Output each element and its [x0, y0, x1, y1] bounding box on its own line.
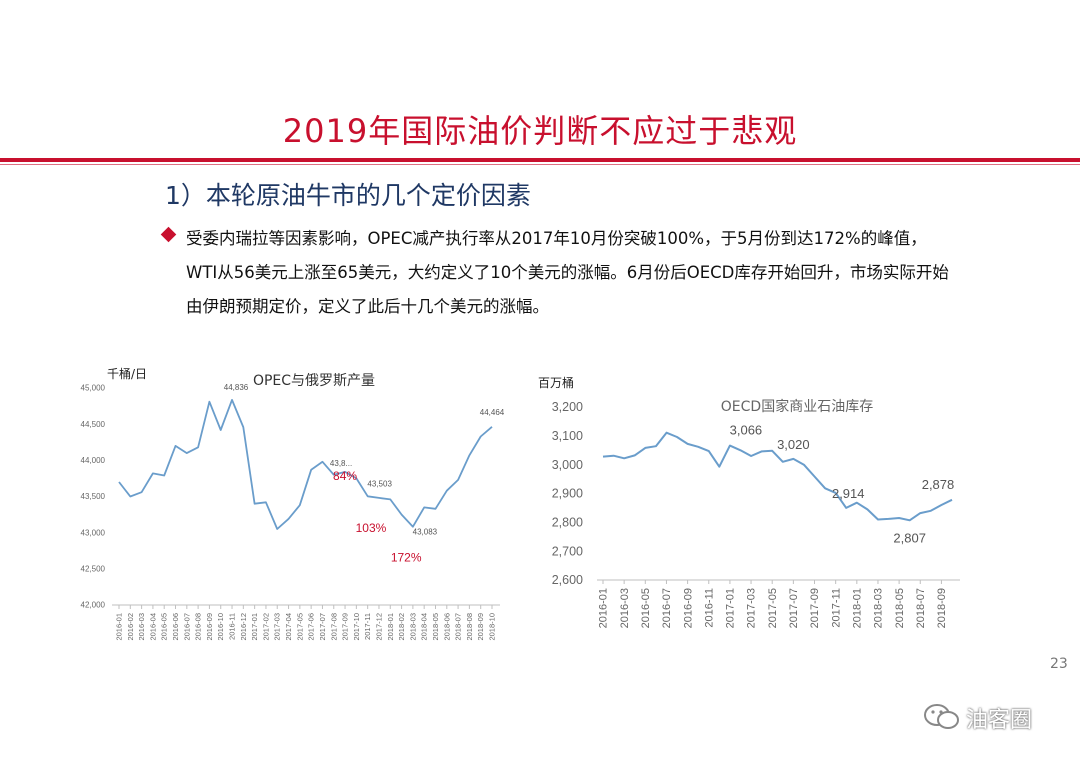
data-label: 43,083 [413, 528, 438, 537]
x-tick-label: 2018-01 [851, 588, 863, 628]
x-tick-label: 2018-09 [936, 588, 948, 628]
series-line [602, 431, 953, 522]
x-tick-label: 2016-01 [598, 588, 610, 628]
x-tick-label: 2017-10 [352, 613, 361, 641]
y-tick-label: 43,000 [81, 528, 106, 537]
title-underline-thin [0, 164, 1080, 165]
x-tick-label: 2017-03 [273, 613, 282, 641]
x-tick-label: 2018-03 [408, 613, 417, 641]
y-tick-label: 3,200 [552, 400, 583, 414]
x-tick-label: 2018-07 [454, 613, 463, 641]
x-tick-label: 2016-09 [682, 588, 694, 628]
chart-title: OPEC与俄罗斯产量 [253, 373, 375, 389]
data-label: 2,878 [922, 477, 955, 492]
x-tick-label: 2018-05 [894, 588, 906, 628]
x-tick-label: 2017-12 [374, 613, 383, 641]
x-tick-label: 2017-07 [788, 588, 800, 628]
x-tick-label: 2018-03 [873, 588, 885, 628]
data-label: 3,020 [777, 437, 810, 452]
x-tick-label: 2016-03 [137, 613, 146, 641]
y-tick-label: 2,600 [552, 573, 583, 587]
y-tick-label: 2,700 [552, 544, 583, 558]
watermark-text: 油客圈 [966, 708, 1033, 733]
data-label: 44,464 [480, 408, 505, 417]
y-tick-label: 42,000 [81, 601, 106, 610]
x-tick-label: 2018-09 [476, 613, 485, 641]
execution-rate-annotation: 172% [391, 550, 422, 564]
x-tick-label: 2016-06 [171, 613, 180, 641]
data-label: 3,066 [730, 423, 763, 438]
x-tick-label: 2016-07 [661, 588, 673, 628]
x-tick-label: 2017-03 [746, 588, 758, 628]
y-tick-label: 45,000 [81, 384, 106, 393]
x-tick-label: 2017-09 [809, 588, 821, 628]
execution-rate-annotation: 103% [356, 521, 387, 535]
y-tick-label: 43,500 [81, 492, 106, 501]
x-tick-label: 2018-02 [397, 613, 406, 641]
x-tick-label: 2017-01 [725, 588, 737, 628]
x-tick-label: 2016-12 [239, 613, 248, 641]
x-tick-label: 2018-01 [386, 613, 395, 641]
x-tick-label: 2016-02 [126, 613, 135, 641]
x-tick-label: 2016-07 [182, 613, 191, 641]
y-tick-label: 3,000 [552, 458, 583, 472]
x-tick-label: 2017-08 [329, 613, 338, 641]
x-tick-label: 2016-08 [194, 613, 203, 641]
y-axis-label: 千桶/日 [107, 366, 147, 381]
x-tick-label: 2018-04 [420, 613, 429, 641]
x-tick-label: 2016-05 [160, 613, 169, 641]
x-tick-label: 2016-11 [703, 588, 715, 628]
data-label: 43,8... [330, 459, 352, 468]
x-tick-label: 2018-06 [442, 613, 451, 641]
x-tick-label: 2017-05 [295, 613, 304, 641]
data-label: 2,914 [832, 486, 865, 501]
y-tick-label: 42,500 [81, 565, 106, 574]
y-axis-label: 百万桶 [538, 375, 574, 390]
y-tick-label: 2,900 [552, 487, 583, 501]
x-tick-label: 2016-05 [640, 588, 652, 628]
x-tick-label: 2017-02 [261, 613, 270, 641]
x-tick-label: 2017-07 [318, 613, 327, 641]
x-tick-label: 2016-11 [228, 613, 237, 640]
x-tick-label: 2016-10 [216, 613, 225, 641]
x-tick-label: 2017-05 [767, 588, 779, 628]
data-label: 44,836 [224, 383, 249, 392]
x-tick-label: 2016-04 [148, 613, 157, 641]
x-tick-label: 2018-08 [465, 613, 474, 641]
data-label: 43,503 [367, 479, 392, 488]
x-tick-label: 2018-05 [431, 613, 440, 641]
y-tick-label: 3,100 [552, 429, 583, 443]
x-tick-label: 2018-10 [488, 613, 497, 641]
x-tick-label: 2016-01 [115, 613, 124, 641]
chart-title: OECD国家商业石油库存 [721, 398, 873, 415]
x-tick-label: 2017-11 [363, 613, 372, 640]
execution-rate-annotation: 84% [333, 469, 357, 483]
x-tick-label: 2017-06 [307, 613, 316, 641]
page-number: 23 [1050, 656, 1068, 672]
y-tick-label: 2,800 [552, 516, 583, 530]
title-underline [0, 158, 1080, 162]
y-tick-label: 44,500 [81, 420, 106, 429]
y-tick-label: 44,000 [81, 456, 106, 465]
x-tick-label: 2018-07 [915, 588, 927, 628]
x-tick-label: 2017-01 [250, 613, 259, 641]
x-tick-label: 2016-09 [205, 613, 214, 641]
x-tick-label: 2017-04 [284, 613, 293, 641]
wechat-icon [924, 704, 959, 729]
x-tick-label: 2017-11 [830, 588, 842, 628]
x-tick-label: 2017-09 [341, 613, 350, 641]
series-line [118, 398, 493, 530]
data-label: 2,807 [893, 530, 926, 545]
slide-subtitle: 1）本轮原油牛市的几个定价因素 [165, 181, 531, 210]
x-tick-label: 2016-03 [619, 588, 631, 628]
bullet-paragraph: 受委内瑞拉等因素影响，OPEC减产执行率从2017年10月份突破100%，于5月… [186, 229, 949, 316]
slide-title: 2019年国际油价判断不应过于悲观 [282, 112, 798, 150]
